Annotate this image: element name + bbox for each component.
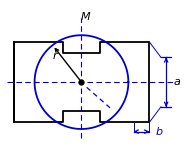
Text: a: a: [174, 77, 181, 87]
Text: r: r: [53, 51, 58, 61]
Text: b: b: [156, 127, 163, 137]
Text: M: M: [81, 12, 90, 22]
